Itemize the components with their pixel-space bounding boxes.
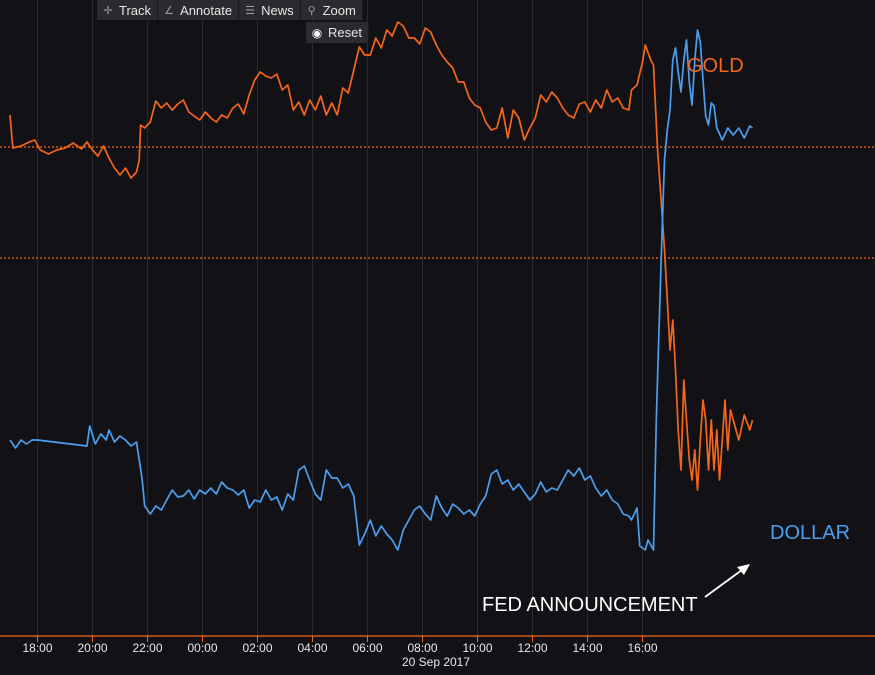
magnifier-icon: ⚲: [307, 4, 316, 17]
track-button[interactable]: ✛ Track: [97, 0, 159, 20]
series-line-gold: [9, 21, 754, 491]
date-label: 20 Sep 2017: [402, 655, 470, 669]
series: [9, 21, 754, 551]
x-tick-label: 02:00: [242, 641, 272, 655]
grid: [37, 0, 643, 636]
series-line-dollar: [9, 29, 754, 551]
newspaper-icon: ☰: [245, 4, 256, 17]
reset-button[interactable]: ◉ Reset: [306, 22, 369, 43]
reset-label: Reset: [328, 25, 362, 40]
x-tick-label: 20:00: [77, 641, 107, 655]
x-tick-label: 06:00: [352, 641, 382, 655]
annotation-arrow-icon: [704, 564, 750, 598]
x-tick-label: 18:00: [22, 641, 52, 655]
annotate-button[interactable]: ∠ Annotate: [158, 0, 240, 20]
x-tick-label: 16:00: [627, 641, 657, 655]
x-tick-label: 22:00: [132, 641, 162, 655]
pen-icon: ∠: [164, 4, 174, 17]
chart-toolbar: ✛ Track ∠ Annotate ☰ News ⚲ Zoom: [97, 0, 363, 21]
news-label: News: [261, 2, 294, 18]
zoom-button[interactable]: ⚲ Zoom: [300, 0, 363, 20]
x-tick-label: 12:00: [517, 641, 547, 655]
x-tick-label: 10:00: [462, 641, 492, 655]
annotate-label: Annotate: [180, 2, 233, 18]
x-tick-label: 00:00: [187, 641, 217, 655]
x-tick-label: 04:00: [297, 641, 327, 655]
zoom-label: Zoom: [322, 2, 356, 18]
reset-icon: ◉: [311, 25, 323, 40]
crosshair-icon: ✛: [103, 4, 113, 17]
x-tick-label: 08:00: [407, 641, 437, 655]
fed-announcement-annotation: FED ANNOUNCEMENT: [482, 594, 698, 616]
news-button[interactable]: ☰ News: [239, 0, 301, 20]
x-tick-label: 14:00: [572, 641, 602, 655]
x-axis: 18:00 20:00 22:00 00:00 02:00 04:00 06:00 08:00…: [0, 635, 875, 655]
track-label: Track: [119, 2, 152, 18]
series-label-dollar: DOLLAR: [770, 522, 850, 544]
series-label-gold: GOLD: [687, 55, 744, 77]
reference-lines: [0, 146, 875, 259]
